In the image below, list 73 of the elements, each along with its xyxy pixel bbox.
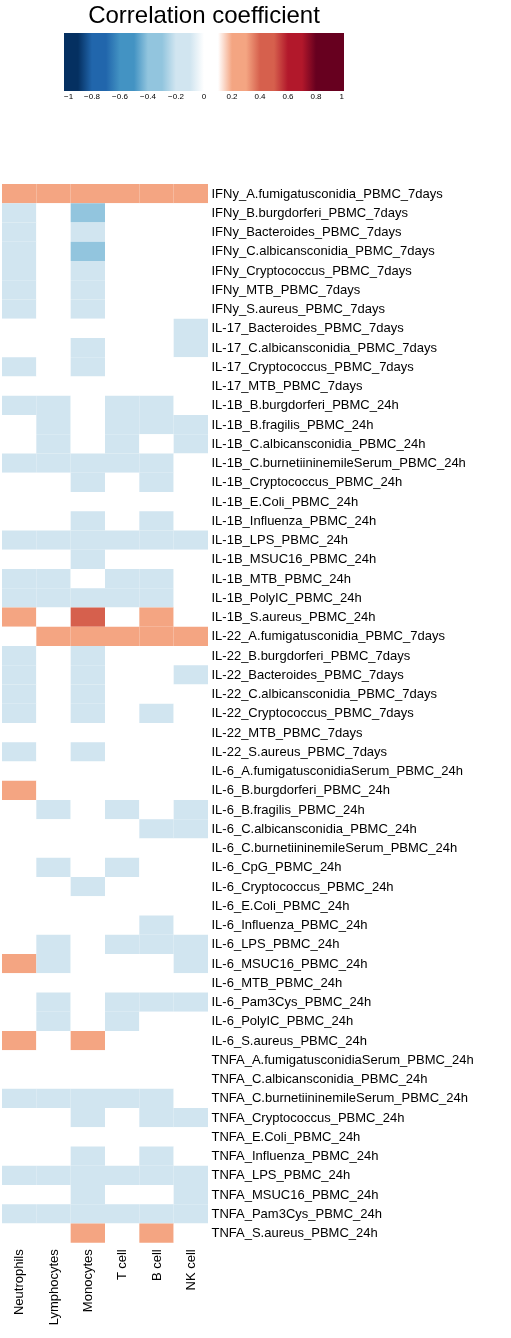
y-tick-label: IL-6_C.burnetiininemileSerum_PBMC_24h	[211, 840, 458, 856]
y-tick-label: TNFA_LPS_PBMC_24h	[211, 1167, 351, 1183]
y-tick-label: IL-1B_MSUC16_PBMC_24h	[211, 551, 377, 567]
color-bar-label: 0.4	[254, 92, 267, 101]
x-tick-label: B cell	[148, 1249, 164, 1282]
y-tick-label: IL-1B_S.aureus_PBMC_24h	[211, 609, 376, 625]
y-tick-label: IFNy_C.albicansconidia_PBMC_7days	[211, 243, 436, 259]
y-tick-label: IL-6_B.fragilis_PBMC_24h	[211, 801, 365, 817]
y-tick-label: TNFA_A.fumigatusconidiaSerum_PBMC_24h	[211, 1051, 474, 1067]
x-tick-label: Neutrophils	[11, 1248, 27, 1316]
y-tick-label: IL-1B_C.burnetiininemileSerum_PBMC_24h	[211, 455, 466, 471]
color-bar-label: 1	[339, 92, 345, 101]
y-tick-label: IL-6_PolyIC_PBMC_24h	[211, 1013, 354, 1029]
y-tick-label: IL-6_Pam3Cys_PBMC_24h	[211, 994, 372, 1010]
y-tick-label: IL-1B_Influenza_PBMC_24h	[211, 512, 377, 528]
y-tick-label: IFNy_A.fumigatusconidia_PBMC_7days	[211, 185, 444, 201]
y-tick-label: IL-1B_LPS_PBMC_24h	[211, 532, 349, 548]
y-tick-label: IL-1B_B.fragilis_PBMC_24h	[211, 416, 374, 432]
y-tick-label: TNFA_S.aureus_PBMC_24h	[211, 1225, 378, 1241]
y-tick-label: IL-1B_Cryptococcus_PBMC_24h	[211, 474, 403, 490]
y-tick-label: IL-6_C.albicansconidia_PBMC_24h	[211, 820, 417, 836]
y-tick-label: IL-22_A.fumigatusconidia_PBMC_7days	[211, 628, 446, 644]
y-tick-label: IFNy_Bacteroides_PBMC_7days	[211, 224, 403, 240]
y-tick-label: IL-17_Cryptococcus_PBMC_7days	[211, 358, 415, 374]
y-tick-label: TNFA_MSUC16_PBMC_24h	[211, 1186, 379, 1202]
y-tick-label: IL-22_Cryptococcus_PBMC_7days	[211, 705, 415, 721]
color-bar-label: −0.8	[84, 92, 101, 101]
y-tick-label: IL-1B_B.burgdorferi_PBMC_24h	[211, 397, 399, 413]
color-bar-label: −0.6	[112, 92, 129, 101]
y-tick-label: TNFA_C.albicansconidia_PBMC_24h	[211, 1071, 428, 1087]
color-bar-label: −0.4	[140, 92, 157, 101]
y-tick-label: IL-22_B.burgdorferi_PBMC_7days	[211, 647, 411, 663]
y-tick-label: TNFA_Cryptococcus_PBMC_24h	[211, 1109, 405, 1125]
y-tick-label: TNFA_C.burnetiininemileSerum_PBMC_24h	[211, 1090, 469, 1106]
y-tick-label: IFNy_B.burgdorferi_PBMC_7days	[211, 204, 409, 220]
y-tick-label: TNFA_Pam3Cys_PBMC_24h	[211, 1205, 383, 1221]
y-tick-label: IL-22_Bacteroides_PBMC_7days	[211, 666, 405, 682]
y-tick-label: IFNy_MTB_PBMC_7days	[211, 281, 361, 297]
x-tick-label: NK cell	[182, 1249, 198, 1291]
y-tick-label: IL-6_CpG_PBMC_24h	[211, 859, 342, 875]
color-bar-label: 0.2	[226, 92, 239, 101]
y-tick-label: IL-6_S.aureus_PBMC_24h	[211, 1032, 367, 1048]
y-tick-label: IL-6_B.burgdorferi_PBMC_24h	[211, 782, 390, 798]
color-bar-label: 0.6	[282, 92, 295, 101]
x-tick-label: Monocytes	[79, 1248, 95, 1313]
y-tick-label: IL-6_Cryptococcus_PBMC_24h	[211, 878, 394, 894]
y-tick-label: IL-6_LPS_PBMC_24h	[211, 936, 340, 952]
y-tick-label: IL-22_C.albicansconidia_PBMC_7days	[211, 686, 438, 702]
x-tick-label: T cell	[114, 1249, 130, 1281]
y-tick-label: IL-17_C.albicansconidia_PBMC_7days	[211, 339, 438, 355]
y-tick-label: IL-1B_E.Coli_PBMC_24h	[211, 493, 359, 509]
y-tick-label: IL-6_E.Coli_PBMC_24h	[211, 897, 350, 913]
color-bar-title: Correlation coefficient	[88, 1, 321, 28]
color-bar-label: −0.2	[168, 92, 185, 101]
y-tick-label: TNFA_E.Coli_PBMC_24h	[211, 1128, 361, 1144]
y-tick-label: IL-6_A.fumigatusconidiaSerum_PBMC_24h	[211, 763, 463, 779]
y-tick-label: IL-1B_PolyIC_PBMC_24h	[211, 589, 362, 605]
y-tick-label: IL-22_S.aureus_PBMC_7days	[211, 743, 388, 759]
y-tick-label: IL-17_MTB_PBMC_7days	[211, 378, 364, 394]
x-tick-label: Lymphocytes	[45, 1248, 61, 1326]
y-tick-label: TNFA_Influenza_PBMC_24h	[211, 1148, 379, 1164]
y-tick-label: IL-1B_MTB_PBMC_24h	[211, 570, 351, 586]
y-tick-label: IL-6_MTB_PBMC_24h	[211, 974, 343, 990]
y-tick-label: IL-6_MSUC16_PBMC_24h	[211, 955, 368, 971]
y-tick-label: IL-22_MTB_PBMC_7days	[211, 724, 364, 740]
y-tick-label: IFNy_S.aureus_PBMC_7days	[211, 301, 386, 317]
y-tick-label: IL-1B_C.albicansconidia_PBMC_24h	[211, 435, 426, 451]
color-bar-label: 0	[201, 92, 207, 101]
y-tick-label: IL-17_Bacteroides_PBMC_7days	[211, 320, 405, 336]
color-bar-label: 0.8	[310, 92, 323, 101]
color-bar-label: −1	[64, 92, 74, 101]
y-tick-label: IL-6_Influenza_PBMC_24h	[211, 917, 368, 933]
y-tick-label: IFNy_Cryptococcus_PBMC_7days	[211, 262, 413, 278]
